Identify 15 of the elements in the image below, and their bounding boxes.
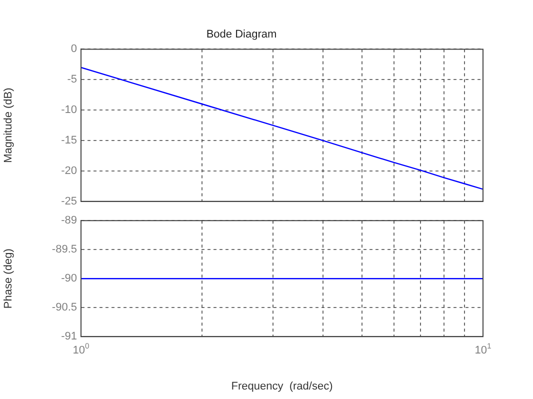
y-tick-label: -89: [61, 214, 77, 227]
y-tick-label: -89.5: [52, 244, 77, 256]
y-tick-label: -20: [61, 164, 77, 177]
y-tick-label: -90: [61, 272, 77, 285]
y-tick-label: -25: [61, 195, 77, 208]
y-tick-label: -91: [61, 330, 77, 343]
chart-title: Bode Diagram: [206, 28, 277, 41]
y-tick-label: -10: [61, 104, 77, 116]
y-tick-label: -90.5: [52, 302, 77, 314]
y-tick-label: 0: [70, 43, 77, 56]
x-axis-title: Frequency (rad/sec): [231, 380, 333, 392]
y-tick-label: -5: [67, 74, 77, 86]
y-axis-title: Phase (deg): [2, 248, 15, 309]
y-axis-title: Magnitude (dB): [2, 88, 15, 163]
y-tick-label: -15: [61, 134, 77, 147]
